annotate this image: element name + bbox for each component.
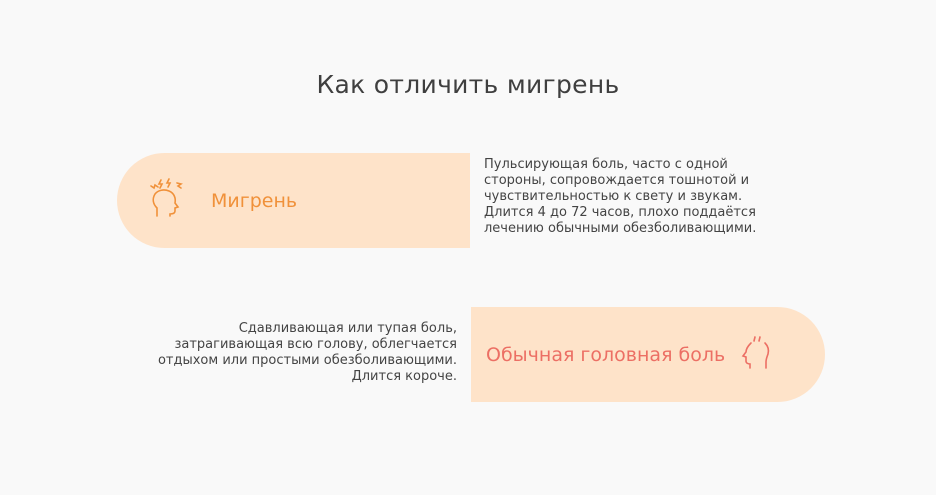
migraine-description: Пульсирующая боль, часто с одной стороны… [484,157,757,236]
headache-description: Сдавливающая или тупая боль, затрагивающ… [157,321,457,384]
page-title: Как отличить мигрень [316,70,620,99]
migraine-label: Мигрень [211,189,298,212]
migraine-card: Мигрень [117,153,470,248]
headache-card: Обычная головная боль [471,307,825,402]
head-pain-icon [147,176,193,226]
head-steam-icon [741,333,775,377]
headache-label: Обычная головная боль [486,343,726,366]
